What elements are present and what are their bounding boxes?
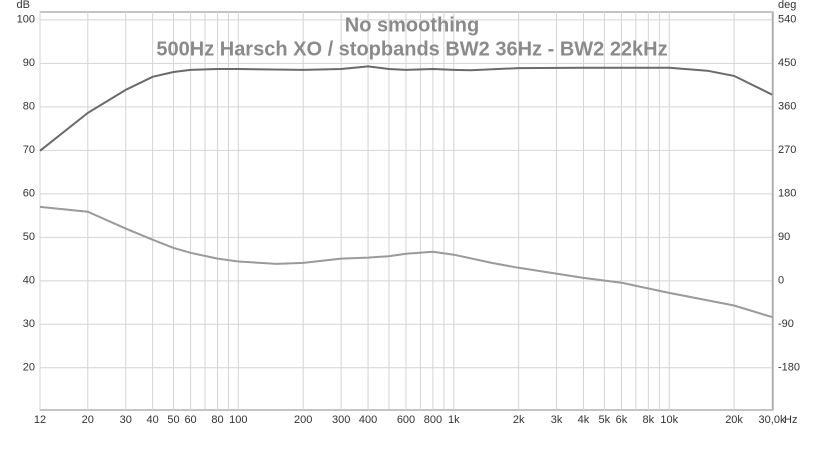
y2-tick-label: 360 (778, 101, 796, 113)
y-tick-label: 40 (23, 275, 35, 287)
y2-tick-label: 540 (778, 14, 796, 26)
x-tick-label: 20 (82, 414, 94, 426)
x-tick-label: 200 (294, 414, 312, 426)
x-tick-label: 400 (359, 414, 377, 426)
y-tick-label: 30 (23, 318, 35, 330)
y2-tick-label: 450 (778, 57, 796, 69)
x-tick-label: 40 (147, 414, 159, 426)
y-axis-unit: dB (17, 0, 30, 11)
series-line (39, 65, 773, 152)
y2-tick-label: 0 (778, 275, 784, 287)
x-tick-label: 30 (120, 414, 132, 426)
x-axis-unit: Hz (784, 414, 797, 426)
x-tick-label: 100 (229, 414, 247, 426)
x-tick-label: 2k (513, 414, 525, 426)
y-tick-label: 50 (23, 231, 35, 243)
y2-tick-label: 180 (778, 188, 796, 200)
x-tick-label: 60 (184, 414, 196, 426)
x-tick-label: 8k (643, 414, 655, 426)
x-tick-label: 300 (332, 414, 350, 426)
chart-subtitle: 500Hz Harsch XO / stopbands BW2 36Hz - B… (156, 38, 667, 60)
x-tick-label: 12 (34, 414, 46, 426)
x-tick-label: 80 (211, 414, 223, 426)
y2-tick-label: -90 (778, 318, 794, 330)
y2-axis-unit: deg (778, 0, 796, 11)
x-tick-label: 6k (616, 414, 628, 426)
x-tick-label: 20k (725, 414, 743, 426)
x-tick-label: 3k (551, 414, 563, 426)
x-tick-label: 5k (599, 414, 611, 426)
y-tick-label: 90 (23, 57, 35, 69)
x-tick-label: 4k (578, 414, 590, 426)
y2-tick-label: 270 (778, 144, 796, 156)
series-line (39, 205, 773, 319)
y-tick-label: 70 (23, 144, 35, 156)
chart-title: No smoothing (345, 14, 479, 36)
y2-tick-label: 90 (778, 231, 790, 243)
y-tick-label: 20 (23, 362, 35, 374)
x-tick-label: 10k (660, 414, 678, 426)
y-tick-label: 60 (23, 188, 35, 200)
x-tick-label: 600 (397, 414, 415, 426)
y-tick-label: 80 (23, 101, 35, 113)
x-tick-label: 50 (167, 414, 179, 426)
y2-tick-label: -180 (778, 362, 800, 374)
x-tick-label: 1k (448, 414, 460, 426)
x-tick-label: 30,0k (759, 414, 786, 426)
x-tick-label: 800 (424, 414, 442, 426)
y-tick-label: 100 (17, 14, 35, 26)
